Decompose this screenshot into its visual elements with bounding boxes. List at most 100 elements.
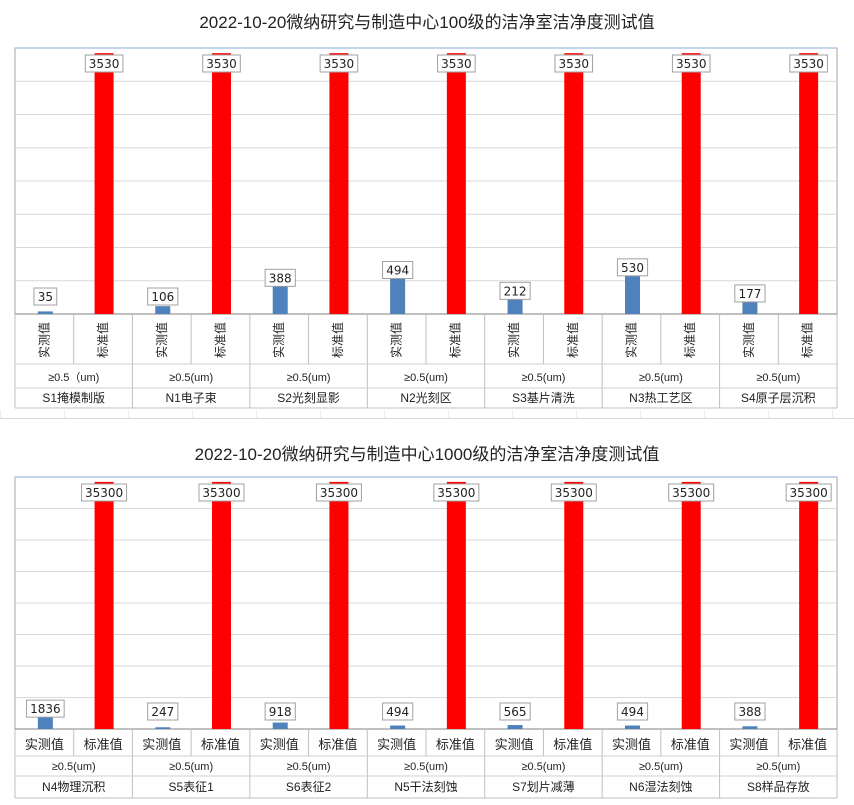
data-label: 35300 [320,486,358,500]
chart-panel-class-100: 2022-10-20微纳研究与制造中心100级的洁净室洁净度测试值 35 3530… [14,13,838,409]
data-label-box [616,258,649,277]
bar-measured [155,727,171,729]
tick-label-series: 实测值 [271,322,286,358]
tick-label-series: 标准值 [84,737,123,752]
tick-label-category: N2光刻区 [400,391,451,405]
tick-label-category: S7划片减薄 [512,779,575,794]
tick-label-category: S2光刻显影 [277,391,340,405]
tick-label-series: 实测值 [142,737,181,752]
data-label: 565 [504,705,527,719]
data-label-box [671,54,711,73]
bar-standard [681,481,701,729]
tick-label-category: N5干法刻蚀 [394,780,457,794]
data-label-box [433,483,480,502]
tick-label-series: 实测值 [612,737,651,752]
data-label-box [315,483,362,502]
tick-label-series: 实测值 [495,737,534,752]
bar-measured [507,725,523,729]
data-label: 3530 [559,57,590,71]
data-label-box [499,702,531,721]
bar-measured [625,274,640,314]
tick-label-category: S5表征1 [168,780,214,794]
tick-label-size: ≥0.5(um) [404,761,448,773]
data-label: 494 [386,705,409,719]
data-label-box [554,54,594,73]
tick-label-series: 实测值 [729,737,768,752]
chart-title: 2022-10-20微纳研究与制造中心1000级的洁净室洁净度测试值 [194,445,660,464]
bar-standard [564,481,584,729]
tick-label-series: 标准值 [213,322,228,358]
bar-measured [390,277,406,314]
bar-chart-class-100: 35 3530 实测值 标准值 ≥0.5（um) S1掩模制版 106 3530 实测值 标准值 ≥… [14,47,838,409]
bar-measured [507,298,523,314]
tick-label-category: N4物理沉积 [42,780,105,794]
data-label: 35300 [672,486,710,500]
data-label-box [382,260,414,279]
chart-title: 2022-10-20微纳研究与制造中心100级的洁净室洁净度测试值 [199,13,655,32]
tick-label-series: 标准值 [682,322,697,358]
data-label: 3530 [206,57,237,71]
bar-standard [329,53,349,315]
bar-measured [272,722,288,729]
bar-measured [37,716,53,729]
tick-label-series: 标准值 [800,322,815,358]
bar-measured [390,725,406,729]
tick-label-series: 实测值 [389,322,404,358]
tick-label-size: ≥0.5(um) [639,372,683,384]
data-label: 530 [621,261,644,275]
tick-label-category: S6表征2 [286,780,332,794]
bar-measured [155,306,171,314]
data-label: 3530 [324,57,355,71]
data-label: 35300 [202,486,240,500]
data-label: 177 [738,287,761,301]
data-label: 3530 [89,57,120,71]
data-label: 3530 [676,57,707,71]
panel-divider [0,418,854,427]
bar-measured [742,726,758,729]
data-label-box [198,483,245,502]
tick-label-series: 实测值 [377,737,416,752]
tick-label-category: N1电子束 [165,391,216,405]
tick-label-series: 标准值 [330,322,345,358]
tick-label-series: 标准值 [671,737,710,752]
data-label-box [264,702,296,721]
data-label: 494 [386,263,409,277]
bar-measured [37,311,53,314]
data-label: 35300 [555,486,593,500]
tick-label-series: 实测值 [36,322,51,358]
bar-standard [329,481,349,729]
tick-label-series: 标准值 [565,322,580,358]
data-label: 212 [504,284,527,298]
bar-standard [94,481,114,729]
data-label-box [382,702,414,721]
data-label-box [147,287,179,306]
data-label-box [734,702,766,721]
tick-label-series: 实测值 [506,322,521,358]
data-label: 35300 [85,486,123,500]
bar-standard [799,53,819,315]
data-label-box [785,483,832,502]
data-label-box [550,483,597,502]
tick-label-size: ≥0.5(um) [756,372,800,384]
data-label-box [437,54,476,73]
data-label-box [789,54,828,73]
tick-label-category: S1掩模制版 [42,391,105,405]
bar-standard [446,481,466,729]
data-label: 35300 [790,486,828,500]
bar-measured [742,300,758,314]
bar-standard [212,53,231,315]
tick-label-series: 实测值 [741,322,756,358]
data-label: 388 [269,271,292,285]
data-label: 918 [269,705,292,719]
bar-measured [272,285,288,314]
tick-label-series: 标准值 [553,737,592,752]
data-label: 106 [151,290,174,304]
tick-label-series: 实测值 [25,737,64,752]
tick-label-series: 标准值 [201,737,240,752]
tick-label-size: ≥0.5（um) [48,371,99,384]
data-label-box [668,483,715,502]
data-label-box [81,483,128,502]
tick-label-size: ≥0.5(um) [639,761,683,773]
tick-label-category: N3热工艺区 [629,391,692,405]
bar-measured [625,725,640,729]
